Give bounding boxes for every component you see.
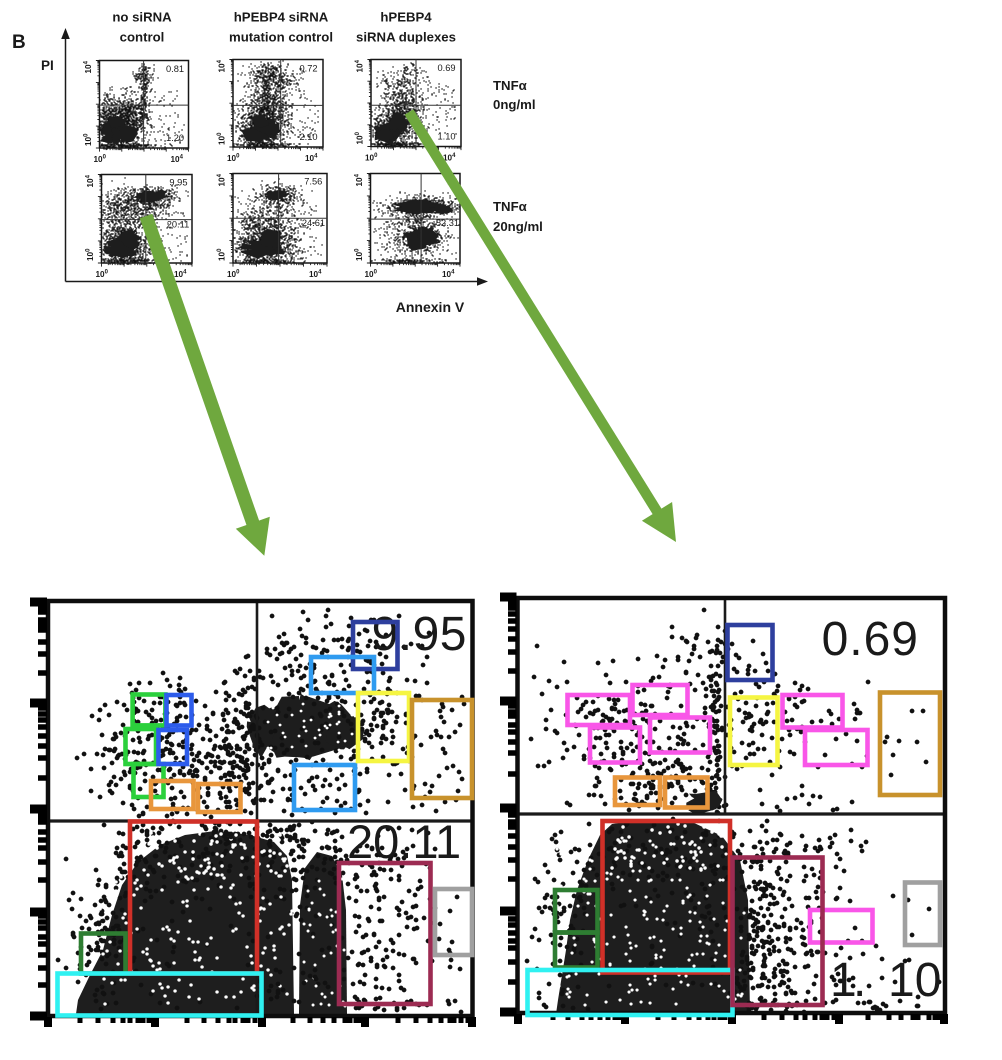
svg-text:100: 100: [355, 248, 365, 261]
svg-text:control: control: [120, 30, 165, 45]
svg-text:hPEBP4 siRNA: hPEBP4 siRNA: [234, 10, 329, 25]
svg-text:Annexin V: Annexin V: [396, 299, 465, 315]
svg-text:100: 100: [227, 270, 240, 280]
svg-text:PI: PI: [41, 58, 54, 73]
svg-text:100: 100: [227, 154, 240, 164]
svg-text:24.61: 24.61: [302, 218, 325, 228]
svg-text:100: 100: [365, 153, 378, 163]
svg-text:1.10: 1.10: [437, 132, 455, 142]
svg-text:9.95: 9.95: [372, 608, 467, 661]
svg-text:0.69: 0.69: [437, 63, 455, 73]
svg-text:0ng/ml: 0ng/ml: [493, 97, 536, 112]
svg-text:0.81: 0.81: [166, 64, 184, 74]
svg-text:104: 104: [217, 59, 227, 72]
svg-text:100: 100: [86, 248, 96, 261]
svg-text:100: 100: [84, 133, 94, 146]
svg-text:104: 104: [217, 173, 227, 186]
svg-text:20.11: 20.11: [167, 220, 190, 230]
svg-text:104: 104: [174, 270, 187, 280]
svg-text:104: 104: [355, 173, 365, 186]
svg-text:hPEBP4: hPEBP4: [380, 10, 432, 25]
svg-text:B: B: [12, 32, 26, 53]
svg-text:100: 100: [94, 155, 107, 165]
svg-text:siRNA duplexes: siRNA duplexes: [356, 30, 456, 45]
svg-text:100: 100: [365, 270, 378, 280]
svg-text:104: 104: [442, 270, 455, 280]
svg-text:104: 104: [355, 59, 365, 72]
svg-text:52.31: 52.31: [436, 218, 459, 228]
svg-text:104: 104: [443, 153, 456, 163]
svg-text:100: 100: [96, 270, 109, 280]
svg-text:no siRNA: no siRNA: [112, 10, 172, 25]
svg-text:100: 100: [355, 131, 365, 144]
svg-text:0.72: 0.72: [299, 63, 317, 73]
svg-text:1.20: 1.20: [166, 133, 184, 143]
svg-text:100: 100: [217, 132, 227, 145]
svg-text:TNFα: TNFα: [493, 78, 527, 93]
svg-text:100: 100: [217, 248, 227, 261]
svg-text:104: 104: [309, 270, 322, 280]
svg-text:104: 104: [171, 155, 184, 165]
svg-text:1.10: 1.10: [830, 954, 941, 1007]
svg-text:20ng/ml: 20ng/ml: [493, 219, 543, 234]
svg-text:TNFα: TNFα: [493, 199, 527, 214]
svg-text:104: 104: [84, 60, 94, 73]
svg-text:2.10: 2.10: [299, 132, 317, 142]
svg-text:0.69: 0.69: [822, 613, 919, 666]
svg-text:mutation control: mutation control: [229, 30, 333, 45]
svg-text:104: 104: [305, 154, 318, 164]
svg-text:104: 104: [86, 174, 96, 187]
svg-text:7.56: 7.56: [304, 177, 322, 187]
svg-text:9.95: 9.95: [169, 178, 187, 188]
svg-text:20.11: 20.11: [347, 815, 461, 868]
